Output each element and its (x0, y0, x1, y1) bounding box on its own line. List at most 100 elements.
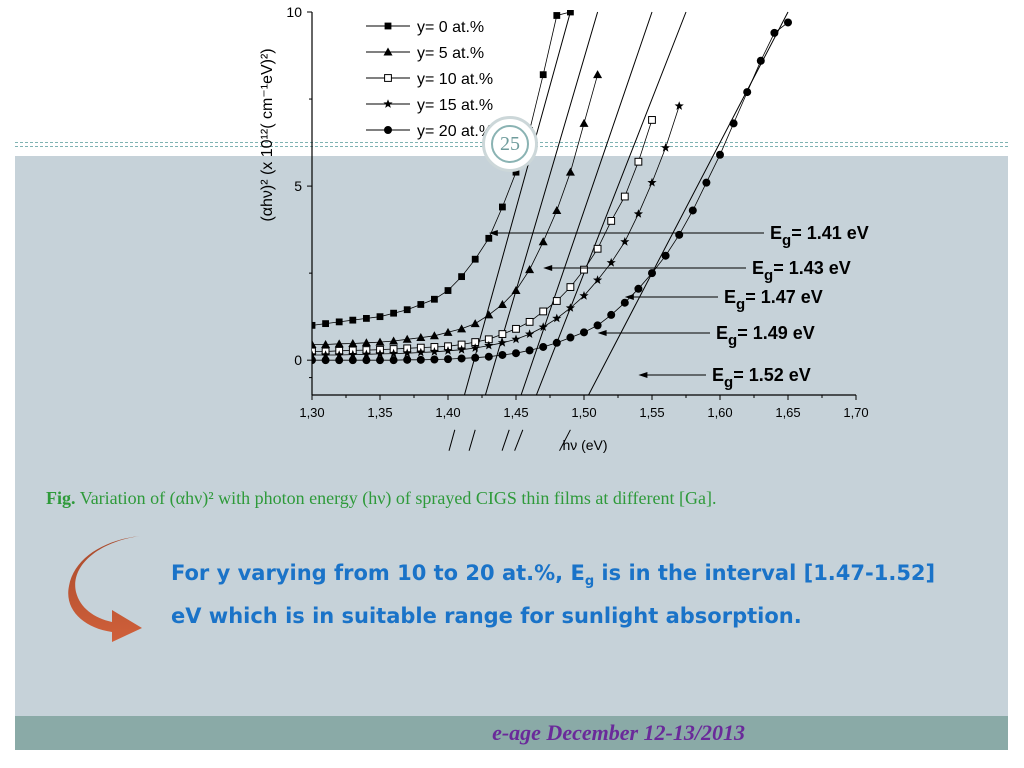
data-point (511, 286, 521, 295)
data-point (383, 47, 393, 56)
data-point (607, 217, 616, 225)
tangent-line-extension (501, 429, 510, 451)
data-point (334, 350, 344, 359)
data-point (443, 346, 453, 355)
data-point (348, 338, 358, 347)
data-point (375, 349, 385, 358)
data-point (674, 101, 684, 110)
data-point (567, 10, 574, 16)
caption-text: Variation of (αhν)² with photon energy (… (79, 488, 717, 508)
data-point (470, 343, 480, 352)
data-point (525, 329, 535, 338)
data-point (620, 237, 630, 246)
data-point (471, 255, 479, 263)
data-point (484, 352, 493, 361)
data-point (565, 303, 575, 312)
content-band (15, 156, 1008, 716)
data-point (593, 321, 602, 330)
data-point (334, 339, 344, 348)
data-point (539, 307, 548, 316)
tangent-line-extension (559, 429, 571, 451)
y-tick-label: 0 (294, 352, 302, 368)
legend-label: y= 0 at.% (417, 19, 484, 36)
data-point (620, 298, 629, 307)
data-point (335, 356, 344, 365)
data-point (484, 310, 494, 319)
data-point (539, 71, 547, 79)
data-point (444, 287, 452, 294)
data-point (485, 234, 493, 242)
x-tick-label: 1,55 (639, 405, 664, 420)
data-point (384, 74, 392, 82)
legend-label: y= 5 at.% (417, 45, 484, 62)
series-line (312, 74, 598, 345)
data-point (579, 118, 589, 127)
data-point (525, 265, 535, 274)
data-point (538, 322, 548, 331)
legend-label: y= 15 at.% (417, 97, 493, 114)
data-point (458, 273, 465, 281)
data-point (470, 319, 480, 328)
y-tick-label: 5 (294, 178, 302, 194)
data-point (403, 306, 411, 314)
x-tick-label: 1,50 (571, 405, 596, 420)
data-point (716, 150, 724, 159)
data-point (729, 119, 738, 128)
data-point (607, 310, 616, 319)
curved-arrow-icon (68, 536, 142, 642)
annotation-label: Eg= 1.49 eV (716, 323, 815, 349)
annotation-label: Eg= 1.47 eV (724, 287, 823, 313)
annotation-arrowhead (543, 265, 553, 271)
data-point (770, 28, 779, 37)
annotation-label: Eg= 1.43 eV (752, 258, 851, 284)
data-point (390, 309, 397, 317)
data-point (512, 324, 520, 333)
data-point (471, 353, 480, 362)
slide-number-badge: 25 (482, 116, 538, 172)
data-point (525, 317, 534, 326)
data-point (675, 230, 684, 239)
conclusion-part1: For y varying from 10 to 20 at.%, E (171, 561, 585, 585)
data-point (688, 206, 697, 215)
data-point (539, 342, 548, 351)
conclusion-text: For y varying from 10 to 20 at.%, Eg is … (171, 556, 951, 633)
x-tick-label: 1,40 (435, 405, 460, 420)
data-point (702, 178, 711, 187)
data-point (579, 291, 589, 300)
data-point (335, 318, 343, 326)
data-point (402, 348, 412, 358)
data-point (606, 257, 616, 267)
data-point (431, 295, 438, 303)
data-point (743, 88, 752, 97)
data-point (376, 313, 384, 321)
data-point (498, 330, 507, 338)
x-tick-label: 1,65 (775, 405, 800, 420)
data-point (498, 350, 507, 359)
data-point (457, 324, 467, 333)
data-point (389, 336, 399, 345)
data-point (633, 209, 643, 218)
x-tick-label: 1,70 (843, 405, 868, 420)
data-point (416, 347, 426, 357)
data-point (361, 338, 371, 347)
data-point (362, 356, 371, 365)
data-point (389, 356, 398, 365)
data-point (497, 299, 507, 308)
y-axis-label: (αhν)² (x 10¹²( cm⁻¹eV)²) (259, 48, 276, 221)
data-point (402, 334, 412, 343)
data-point (553, 12, 561, 19)
tangent-line-extension (468, 429, 476, 451)
data-point (416, 333, 426, 342)
data-point (417, 301, 425, 308)
data-point (593, 70, 603, 79)
legend-label: y= 20 at.% (417, 123, 493, 140)
data-point (647, 177, 657, 187)
data-point (375, 337, 385, 346)
data-point (403, 355, 412, 364)
series-5 (312, 18, 792, 365)
data-point (648, 269, 656, 278)
tangent-line (535, 11, 687, 395)
data-point (552, 297, 561, 305)
data-point (784, 18, 792, 27)
